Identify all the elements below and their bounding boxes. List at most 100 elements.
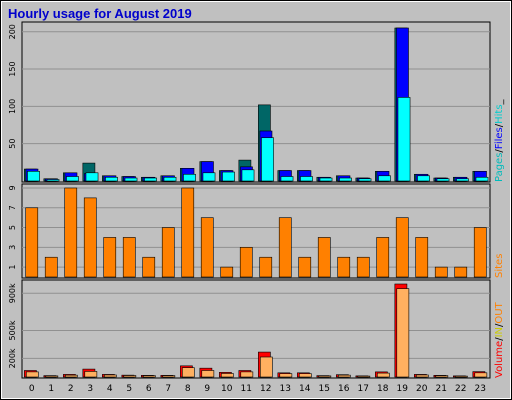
panel-middle-plot-area — [21, 183, 491, 279]
y-tick-label: 3 — [8, 245, 17, 250]
legend-item: Files — [494, 127, 505, 149]
bar-bottom-s1-h21 — [435, 375, 449, 378]
bar-bottom-s1-h22 — [454, 375, 468, 378]
bar-middle-s0-h18 — [376, 237, 390, 278]
legend-item: _ — [494, 98, 505, 105]
bar-bottom-s1-h3 — [84, 371, 98, 378]
bar-top-s2-h20 — [417, 175, 430, 182]
bar-middle-s0-h6 — [142, 256, 156, 278]
x-tick-label: 10 — [221, 384, 233, 394]
bar-bottom-s1-h19 — [396, 288, 410, 378]
x-tick-label: 6 — [146, 384, 152, 394]
bar-bottom-s1-h1 — [45, 375, 59, 378]
bar-bottom-s1-h11 — [240, 371, 254, 378]
bar-middle-s0-h8 — [181, 187, 195, 278]
bar-middle-s0-h10 — [220, 266, 234, 278]
bar-top-s2-h5 — [124, 177, 138, 182]
x-tick-label: 18 — [377, 384, 389, 394]
x-tick-label: 3 — [87, 384, 93, 394]
y-tick-label: 150 — [8, 61, 17, 76]
x-axis-ticks: 0 1 2 3 4 5 6 7 8 9 10 11 12 13 14 15 16 17 18 19 20 21 22 23 — [29, 384, 486, 394]
y-tick-label: 9 — [8, 185, 17, 190]
x-tick-label: 16 — [338, 384, 350, 394]
bar-middle-s0-h14 — [298, 256, 312, 278]
bar-middle-s0-h16 — [337, 256, 351, 278]
bar-bottom-s1-h15 — [318, 375, 332, 378]
bar-middle-s0-h4 — [103, 237, 117, 278]
x-tick-label: 8 — [185, 384, 191, 394]
x-tick-label: 12 — [260, 384, 271, 394]
bar-top-s2-h8 — [183, 173, 196, 182]
bar-bottom-s1-h10 — [220, 373, 234, 378]
bar-bottom-s1-h14 — [298, 373, 312, 378]
x-tick-label: 9 — [204, 384, 210, 394]
x-tick-label: 5 — [126, 384, 132, 394]
bar-top-s2-h23 — [475, 176, 489, 182]
bar-bottom-s1-h12 — [259, 356, 273, 378]
y-tick-label: 50 — [8, 139, 17, 149]
y-tick-label: 100 — [8, 99, 17, 114]
bar-top-s2-h12 — [261, 137, 274, 182]
y-tick-label: 200k — [8, 348, 17, 368]
bar-middle-s0-h20 — [415, 237, 429, 278]
bar-middle-s0-h23 — [473, 227, 487, 278]
bar-middle-s0-h17 — [356, 256, 370, 278]
panel-bottom-legend: Volume/IN/OUT — [494, 301, 505, 378]
legend-item: Hits — [494, 104, 505, 123]
bar-top-s2-h11 — [241, 169, 255, 182]
bar-top-s2-h17 — [358, 178, 372, 182]
bar-top-s2-h6 — [144, 177, 157, 182]
y-tick-label: 900k — [8, 283, 17, 303]
bar-top-s2-h15 — [319, 177, 333, 182]
x-tick-label: 7 — [165, 384, 171, 394]
x-tick-label: 2 — [68, 384, 74, 394]
bar-bottom-s1-h16 — [337, 374, 351, 378]
panel-top: 50 100 150 200 — [8, 21, 491, 183]
legend-item: Pages — [494, 153, 505, 182]
bar-middle-s0-h15 — [317, 237, 331, 278]
x-tick-label: 14 — [299, 384, 311, 394]
x-tick-label: 23 — [475, 384, 486, 394]
bar-top-s2-h13 — [280, 176, 294, 182]
bar-middle-s0-h3 — [83, 197, 97, 278]
bar-middle-s0-h7 — [161, 227, 175, 278]
legend-item: Sites — [494, 254, 505, 278]
bar-bottom-s1-h13 — [279, 373, 293, 378]
bar-bottom-s1-h20 — [415, 374, 429, 378]
bar-middle-s0-h22 — [454, 266, 468, 278]
chart-panels: 50 100 150 200 1 3 5 7 9 200k 500k 900k — [8, 21, 491, 379]
x-tick-label: 1 — [48, 384, 54, 394]
x-tick-label: 0 — [29, 384, 35, 394]
legend-item: / — [494, 337, 505, 341]
legend-item: Volume — [494, 341, 505, 378]
bar-bottom-s1-h7 — [162, 375, 176, 378]
bar-bottom-s1-h9 — [201, 370, 215, 378]
x-tick-label: 21 — [436, 384, 447, 394]
y-tick-label: 5 — [8, 225, 17, 230]
y-tick-label: 200 — [8, 24, 17, 39]
bar-middle-s0-h21 — [434, 266, 448, 278]
legend-item: IN — [494, 327, 505, 337]
panel-top-legend: Pages/Files/Hits_ — [494, 98, 505, 182]
x-tick-label: 20 — [416, 384, 428, 394]
bar-middle-s0-h0 — [25, 207, 39, 278]
bar-top-s2-h3 — [85, 172, 99, 182]
x-tick-label: 22 — [455, 384, 466, 394]
panel-middle: 1 3 5 7 9 — [8, 183, 491, 279]
bar-top-s2-h22 — [456, 178, 469, 182]
panel-bottom: 200k 500k 900k — [8, 279, 491, 379]
y-tick-label: 1 — [8, 265, 17, 270]
legend-item: / — [494, 123, 505, 127]
bar-bottom-s1-h0 — [25, 371, 39, 378]
bar-middle-s0-h12 — [259, 256, 273, 278]
bar-middle-s0-h13 — [278, 217, 292, 278]
bar-bottom-s1-h5 — [123, 375, 137, 378]
x-tick-label: 15 — [319, 384, 330, 394]
x-tick-label: 17 — [358, 384, 369, 394]
bar-bottom-s1-h23 — [474, 372, 488, 378]
bar-top-s2-h19 — [397, 97, 411, 182]
bar-top-s2-h16 — [339, 177, 352, 182]
bar-top-s2-h4 — [105, 176, 118, 182]
